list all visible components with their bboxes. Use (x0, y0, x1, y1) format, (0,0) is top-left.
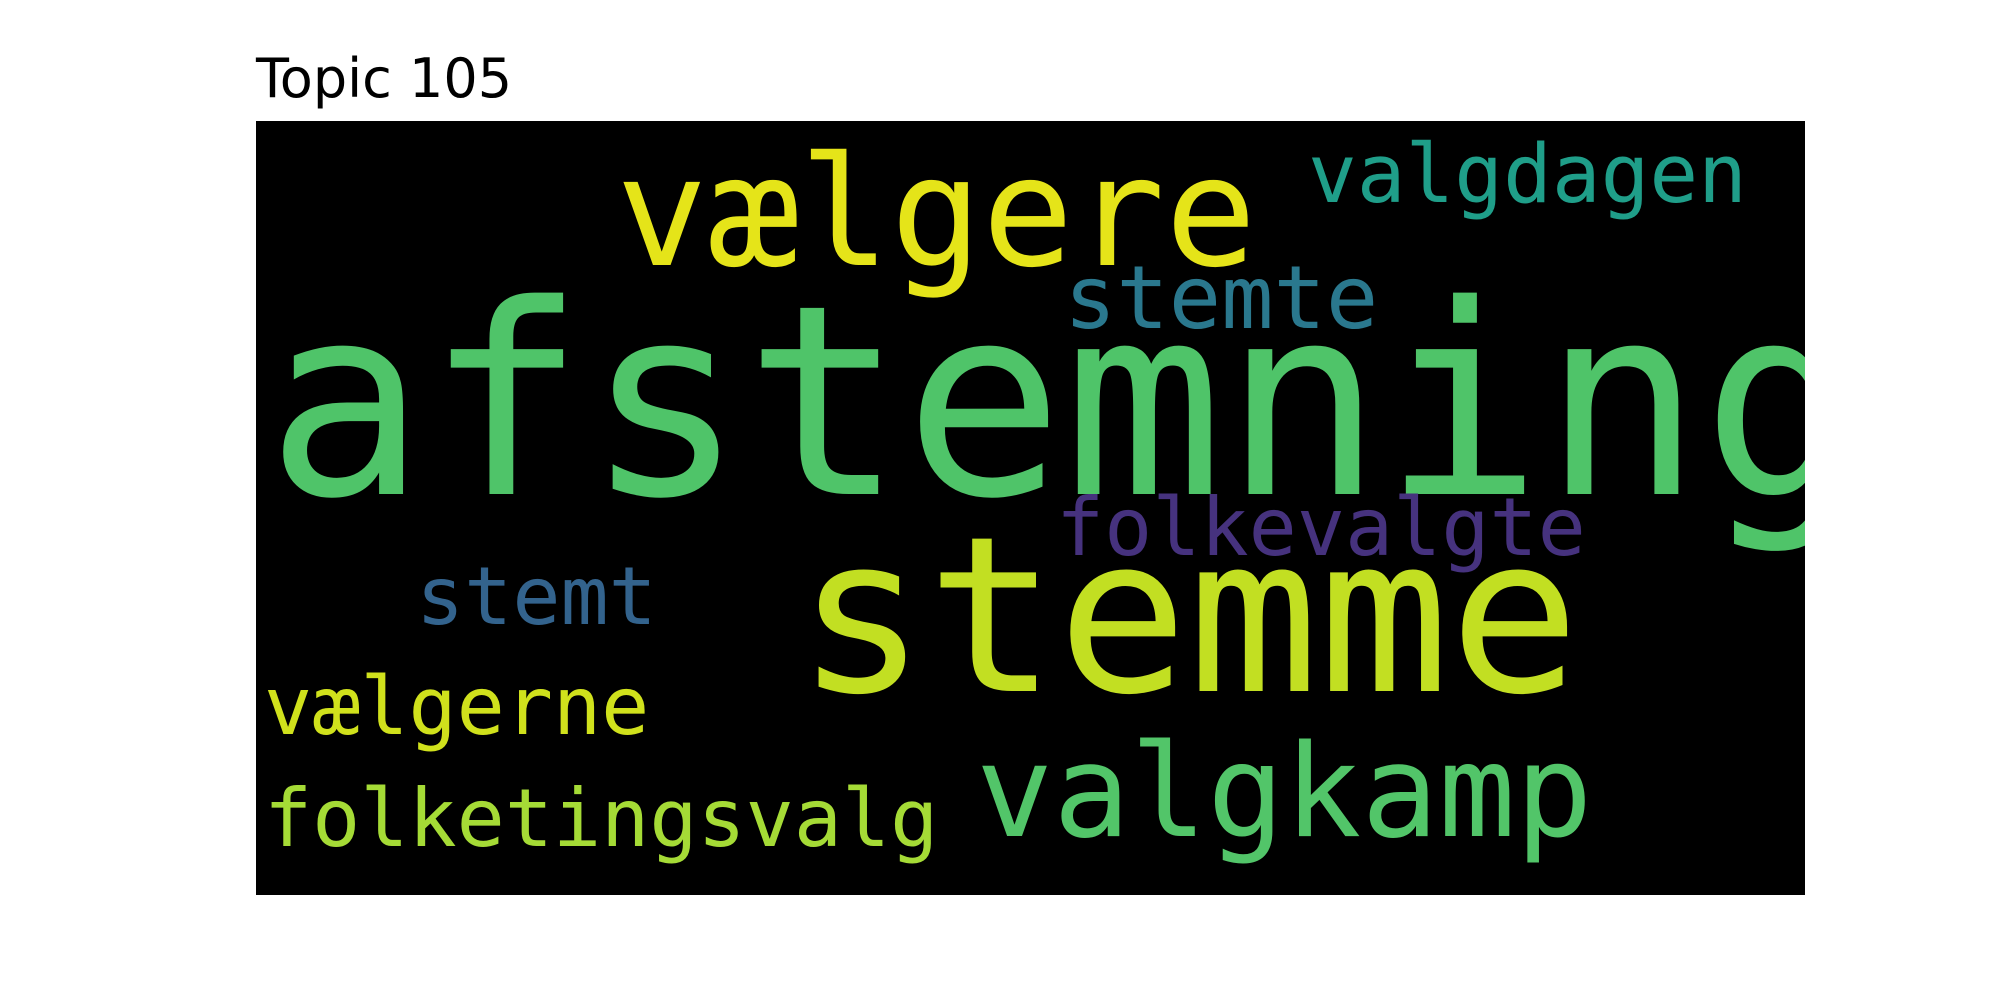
figure-title: Topic 105 (256, 47, 513, 110)
word-valgdagen: valgdagen (1308, 128, 1747, 222)
word-valgkamp: valgkamp (976, 718, 1593, 867)
word-stemte: stemte (1064, 247, 1379, 349)
word-vaelgerne: vælgerne (264, 660, 650, 753)
word-folkevalgte: folkevalgte (1056, 481, 1586, 574)
word-vaelgere: vælgere (616, 124, 1257, 301)
word-stemme: stemme (796, 491, 1580, 743)
word-stemt: stemt (416, 550, 657, 643)
word-folketingsvalg: folketingsvalg (264, 772, 939, 865)
word-afstemning: afstemning (266, 249, 1805, 557)
word-cloud: afstemning stemme vælgere valgkamp valgd… (256, 121, 1805, 895)
